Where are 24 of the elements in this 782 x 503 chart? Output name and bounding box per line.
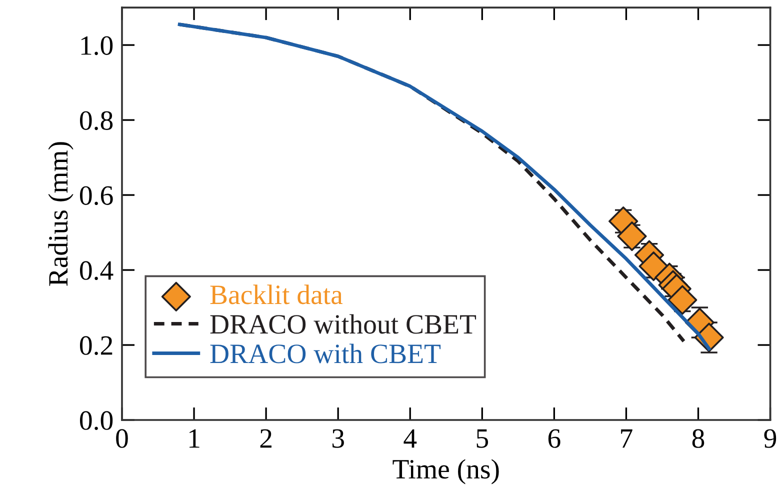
x-tick-label: 0 bbox=[116, 429, 128, 448]
legend-label: DRACO without CBET bbox=[210, 314, 476, 334]
x-tick-label: 4 bbox=[404, 429, 417, 448]
y-tick-label: 1.0 bbox=[81, 36, 113, 56]
x-tick-label: 6 bbox=[548, 429, 560, 448]
legend-label: DRACO with CBET bbox=[210, 344, 441, 364]
legend-label: Backlit data bbox=[210, 284, 343, 304]
x-tick-label: 1 bbox=[190, 429, 200, 448]
y-axis-title: Radius (mm) bbox=[48, 142, 74, 286]
y-tick-label: 0.4 bbox=[80, 261, 114, 280]
y-tick-label: 0.0 bbox=[80, 411, 113, 430]
y-tick-label: 0.6 bbox=[80, 186, 113, 206]
y-tick-label: 0.2 bbox=[80, 336, 112, 356]
x-axis-title: Time (ns) bbox=[392, 459, 499, 484]
x-tick-label: 8 bbox=[692, 429, 704, 448]
x-tick-label: 5 bbox=[476, 429, 488, 448]
x-tick-label: 3 bbox=[332, 429, 344, 448]
point bbox=[668, 285, 698, 315]
y-tick-label: 0.8 bbox=[80, 111, 113, 130]
point bbox=[638, 251, 668, 282]
x-tick-label: 9 bbox=[764, 429, 776, 448]
x-tick-label: 2 bbox=[260, 429, 272, 448]
x-tick-label: 7 bbox=[621, 429, 632, 448]
point bbox=[617, 221, 647, 252]
